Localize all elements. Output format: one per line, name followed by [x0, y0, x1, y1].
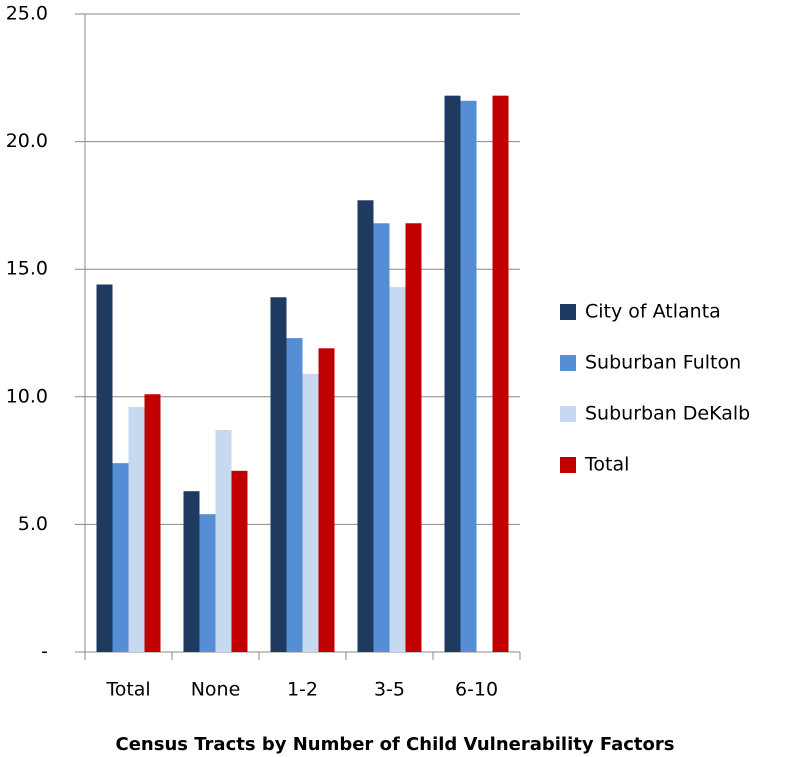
bar	[492, 95, 509, 652]
x-tick-label: 1-2	[287, 679, 318, 701]
bar	[215, 429, 232, 652]
x-tick-label: Total	[105, 679, 150, 701]
y-tick-label: 10.0	[6, 385, 48, 407]
bar	[460, 100, 477, 652]
x-tick-label: 3-5	[374, 679, 405, 701]
y-tick-label: 20.0	[6, 130, 48, 152]
bar	[302, 373, 319, 652]
y-tick-label: 25.0	[6, 3, 48, 25]
y-tick-label: 5.0	[18, 513, 48, 535]
legend-swatch	[560, 304, 576, 320]
bar	[112, 463, 129, 652]
x-axis-label: Census Tracts by Number of Child Vulnera…	[116, 734, 675, 755]
bar	[286, 338, 303, 652]
bar	[357, 200, 374, 652]
legend-label: Suburban Fulton	[585, 352, 741, 374]
x-tick-label: 6-10	[455, 679, 498, 701]
bar	[231, 470, 248, 652]
bar	[318, 348, 335, 652]
legend-label: Total	[584, 454, 629, 476]
bar	[373, 223, 390, 653]
bar	[199, 514, 216, 652]
bar	[183, 491, 200, 652]
legend-swatch	[560, 355, 576, 371]
bar	[96, 284, 113, 652]
bar	[389, 287, 406, 652]
y-tick-label: 15.0	[6, 258, 48, 280]
bar	[405, 223, 422, 653]
bar	[128, 407, 145, 652]
legend-swatch	[560, 406, 576, 422]
x-tick-label: None	[191, 679, 241, 701]
bar	[144, 394, 161, 652]
legend-label: Suburban DeKalb	[585, 403, 750, 425]
y-tick-label: -	[41, 641, 48, 663]
bar	[444, 95, 461, 652]
bar	[270, 297, 287, 652]
legend-swatch	[560, 457, 576, 473]
legend-label: City of Atlanta	[585, 301, 721, 323]
